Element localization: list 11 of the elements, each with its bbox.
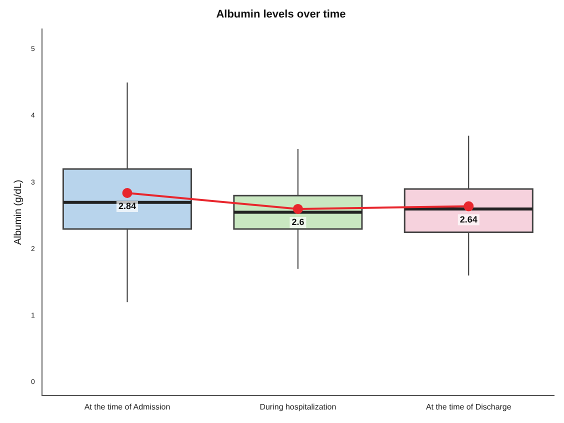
- y-axis-title: Albumin (g/dL): [12, 180, 24, 245]
- data-label: 2.64: [460, 214, 478, 224]
- point: [464, 201, 474, 212]
- point: [292, 204, 303, 214]
- x-tick-label: At the time of Discharge: [426, 402, 512, 412]
- x-tick-label: At the time of Admission: [84, 402, 170, 412]
- chart-title: Albumin levels over time: [216, 8, 346, 21]
- data-label: 2.84: [118, 200, 136, 211]
- point: [122, 188, 132, 198]
- data-label: 2.6: [292, 216, 304, 227]
- x-tick-label: During hospitalization: [260, 402, 336, 412]
